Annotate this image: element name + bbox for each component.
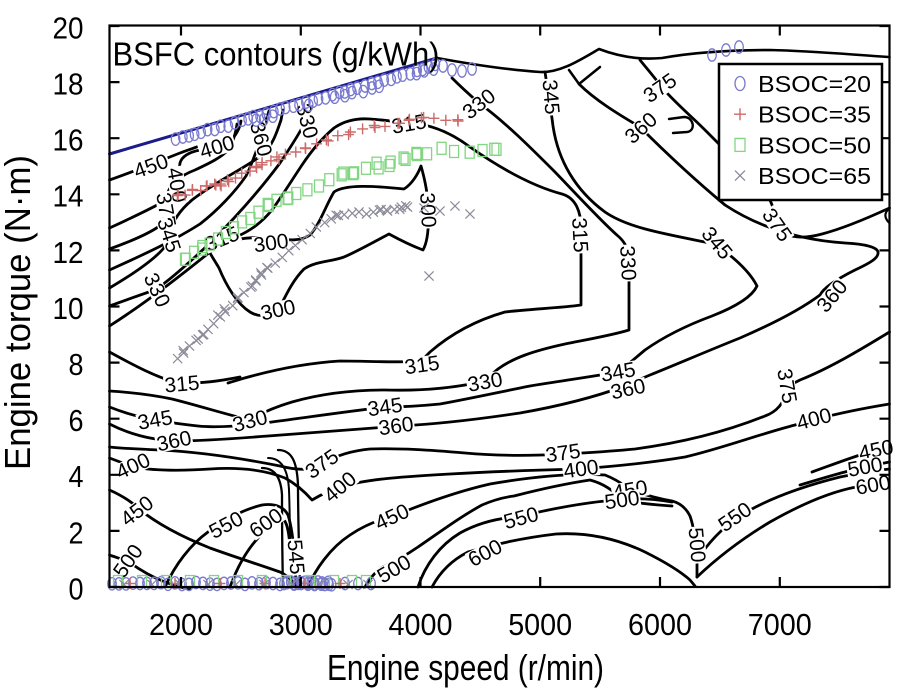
svg-text:BSOC=20: BSOC=20 bbox=[758, 71, 871, 97]
svg-text:10: 10 bbox=[53, 291, 84, 326]
svg-text:14: 14 bbox=[53, 179, 84, 214]
svg-text:4000: 4000 bbox=[389, 607, 453, 642]
svg-text:330: 330 bbox=[615, 245, 640, 281]
svg-text:0: 0 bbox=[69, 571, 84, 606]
svg-text:2: 2 bbox=[69, 515, 84, 550]
svg-text:BSOC=65: BSOC=65 bbox=[758, 163, 871, 189]
svg-text:315: 315 bbox=[164, 372, 201, 398]
svg-text:345: 345 bbox=[538, 79, 564, 116]
svg-text:500: 500 bbox=[684, 527, 710, 564]
svg-text:16: 16 bbox=[53, 123, 84, 158]
svg-text:2000: 2000 bbox=[149, 607, 213, 642]
svg-text:4: 4 bbox=[69, 459, 84, 494]
svg-text:7000: 7000 bbox=[748, 607, 812, 642]
svg-text:18: 18 bbox=[53, 67, 84, 102]
svg-text:BSOC=35: BSOC=35 bbox=[758, 102, 871, 128]
svg-text:Engine torque (N·m): Engine torque (N·m) bbox=[0, 155, 38, 470]
svg-text:300: 300 bbox=[415, 192, 440, 228]
svg-text:BSOC=50: BSOC=50 bbox=[758, 132, 871, 158]
svg-text:6: 6 bbox=[69, 403, 84, 438]
svg-text:12: 12 bbox=[53, 235, 84, 270]
svg-text:Engine speed (r/min): Engine speed (r/min) bbox=[327, 647, 604, 688]
svg-text:345: 345 bbox=[366, 394, 404, 422]
svg-text:6000: 6000 bbox=[628, 607, 692, 642]
svg-text:20: 20 bbox=[53, 10, 84, 45]
svg-text:BSFC contours (g/kWh): BSFC contours (g/kWh) bbox=[113, 37, 440, 74]
svg-text:3000: 3000 bbox=[269, 607, 333, 642]
svg-text:5000: 5000 bbox=[508, 607, 572, 642]
svg-text:315: 315 bbox=[567, 217, 592, 253]
svg-text:500: 500 bbox=[603, 487, 641, 515]
svg-text:545: 545 bbox=[283, 539, 309, 576]
svg-text:8: 8 bbox=[69, 347, 84, 382]
svg-text:400: 400 bbox=[562, 456, 600, 484]
svg-text:360: 360 bbox=[377, 413, 415, 441]
svg-text:300: 300 bbox=[252, 230, 290, 258]
svg-text:315: 315 bbox=[403, 352, 441, 380]
